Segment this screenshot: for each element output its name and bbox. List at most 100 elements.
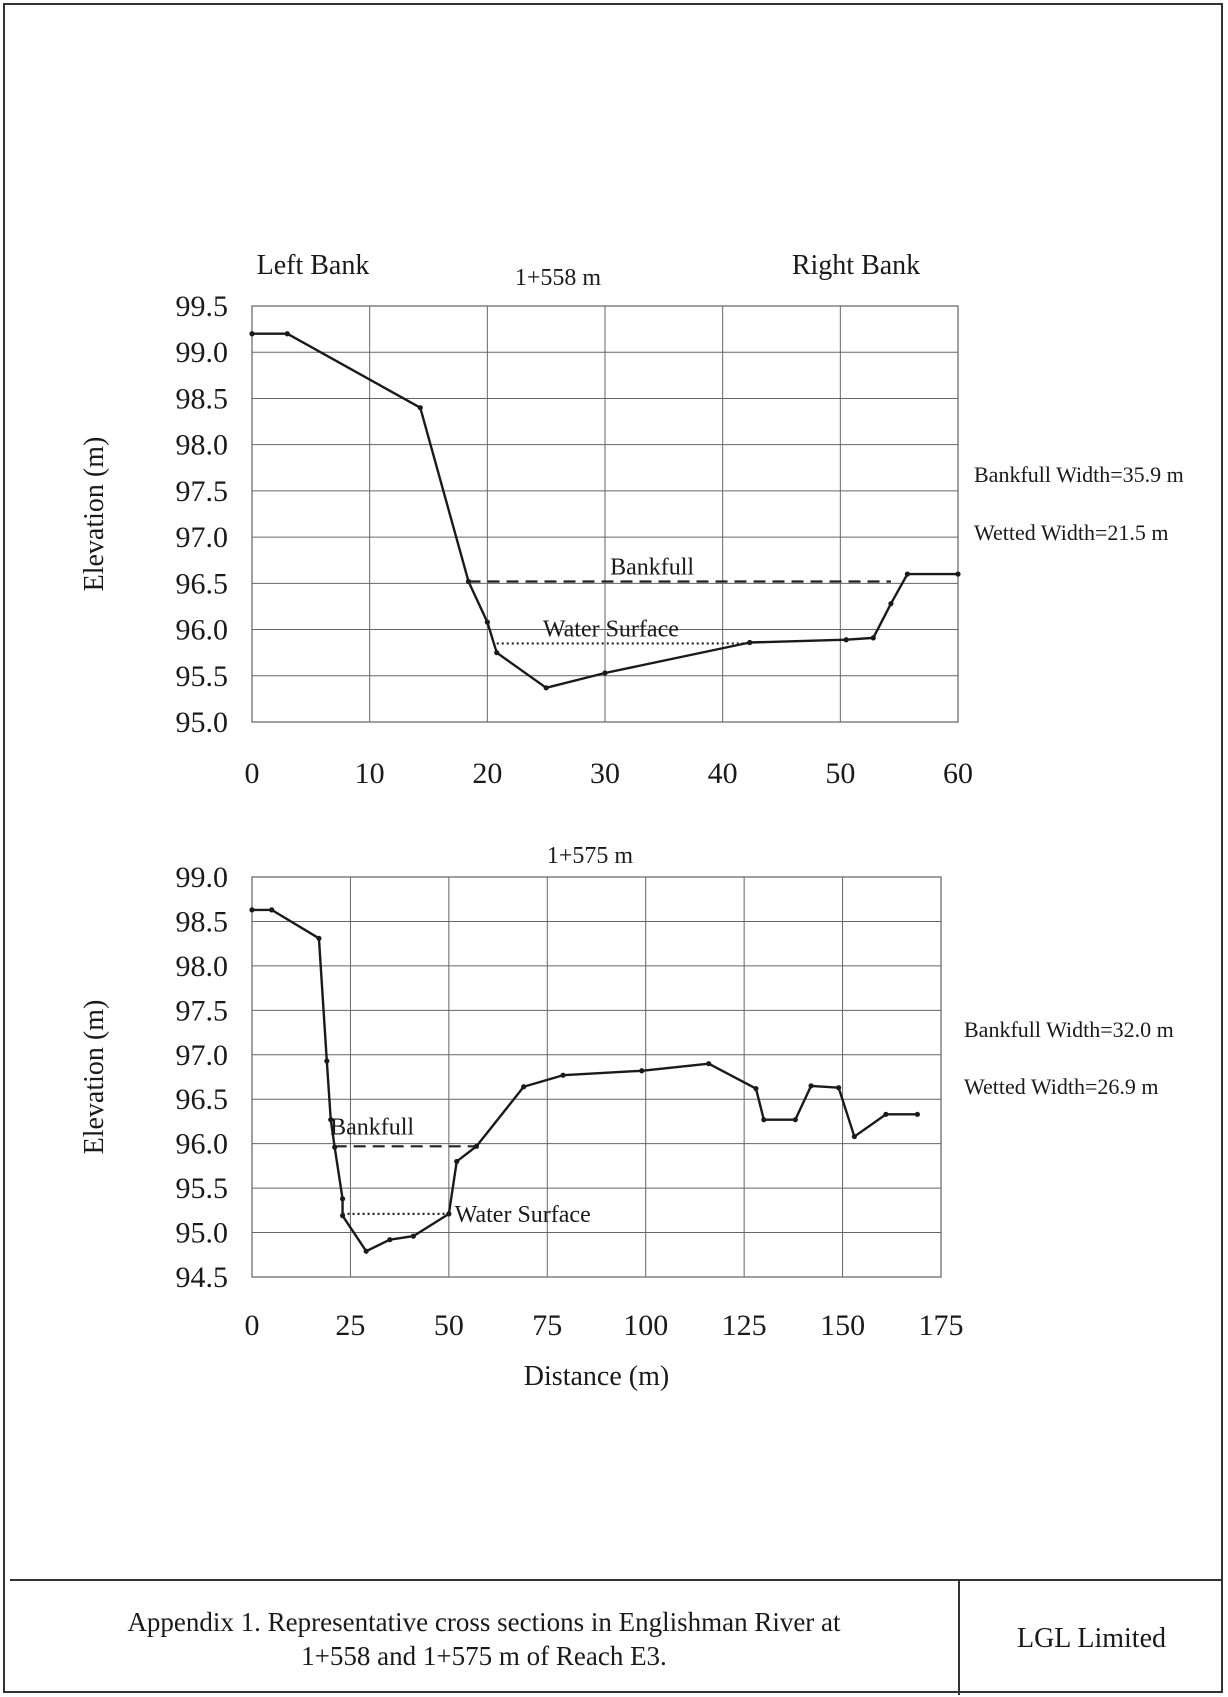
chart2-x-tick-label: 100 — [623, 1309, 668, 1342]
chart1-profile-point — [955, 571, 961, 577]
chart2-profile-point — [269, 907, 275, 913]
chart1-y-tick-label: 97.0 — [176, 521, 229, 554]
chart2-annotation-wetted-width: Wetted Width=26.9 m — [964, 1074, 1159, 1099]
chart1-y-tick-label: 99.5 — [176, 290, 229, 323]
chart2-bankfull-label: Bankfull — [330, 1114, 414, 1140]
chart2-y-tick-label: 99.0 — [176, 861, 229, 894]
chart2-profile-point — [851, 1133, 857, 1140]
chart1-annotation-bankfull-width: Bankfull Width=35.9 m — [974, 462, 1184, 487]
chart1-profile-point — [417, 405, 423, 411]
chart1-x-tick-label: 30 — [590, 757, 620, 790]
chart1-y-tick-label: 95.5 — [176, 660, 229, 693]
chart1-y-tick-label: 96.5 — [176, 567, 229, 600]
chart2-profile-point — [560, 1072, 566, 1078]
company-name: LGL Limited — [1016, 1623, 1167, 1654]
chart1-y-tick-label: 96.0 — [176, 614, 229, 647]
chart1-profile-point — [249, 331, 255, 337]
chart1-profile-point — [888, 601, 894, 607]
chart2-profile-point — [808, 1083, 814, 1089]
chart2-profile-point — [339, 1213, 346, 1219]
chart1-y-tick-label: 98.5 — [176, 382, 229, 415]
chart2-profile-point — [446, 1211, 452, 1217]
chart2-x-tick-label: 50 — [434, 1309, 464, 1342]
chart2-x-tick-label: 75 — [532, 1309, 562, 1342]
chart2-y-tick-label: 98.0 — [176, 950, 229, 983]
chart2-title: 1+575 m — [547, 843, 634, 869]
chart1-x-tick-label: 20 — [472, 757, 502, 790]
chart1-left-bank-label: Left Bank — [257, 250, 370, 281]
chart2-x-tick-label: 125 — [722, 1309, 767, 1342]
chart2-profile-point — [914, 1111, 920, 1117]
chart2-profile-point — [883, 1111, 889, 1117]
chart2-profile-point — [753, 1085, 759, 1092]
chart2-plot-frame — [251, 876, 942, 1278]
chart1-right-bank-label: Right Bank — [792, 250, 920, 281]
page-border — [3, 3, 1223, 1693]
chart1-profile-point — [843, 637, 849, 643]
chart2-profile-point — [454, 1158, 460, 1165]
chart2-profile-point — [328, 1117, 334, 1123]
chart1-y-tick-label: 97.5 — [176, 475, 229, 508]
chart2-profile-point — [410, 1233, 417, 1239]
chart1-profile-point — [494, 650, 500, 656]
chart2-y-axis-label: Elevation (m) — [79, 1000, 110, 1155]
chart2-y-tick-label: 97.0 — [176, 1039, 229, 1072]
chart2-x-tick-label: 150 — [820, 1309, 865, 1342]
chart1-bankfull-label: Bankfull — [610, 554, 694, 580]
chart1-x-tick-label: 60 — [943, 757, 973, 790]
chart1-profile-point — [904, 571, 911, 577]
chart2-profile-point — [339, 1196, 346, 1202]
chart1-profile-point — [484, 619, 490, 625]
caption-box: Appendix 1. Representative cross section… — [10, 1579, 960, 1695]
chart1-y-tick-label: 95.0 — [176, 706, 229, 739]
company-box: LGL Limited — [960, 1579, 1223, 1695]
caption-line-2: 1+558 and 1+575 m of Reach E3. — [301, 1641, 667, 1671]
chart2-y-tick-label: 94.5 — [176, 1261, 229, 1294]
chart2-profile-point — [706, 1061, 712, 1067]
chart2-profile-point — [332, 1144, 338, 1150]
chart2-water-surface-label: Water Surface — [455, 1202, 591, 1228]
chart1-y-tick-label: 98.0 — [176, 429, 229, 462]
chart2-profile-point — [473, 1143, 480, 1149]
chart2-x-tick-label: 25 — [335, 1309, 365, 1342]
chart2-y-tick-label: 96.0 — [176, 1128, 229, 1161]
chart2-y-tick-label: 95.5 — [176, 1172, 229, 1205]
chart1-profile-point — [284, 331, 290, 337]
chart2-profile-point — [316, 935, 322, 941]
chart1-x-tick-label: 40 — [708, 757, 738, 790]
chart2-profile-point — [324, 1058, 330, 1064]
chart1-y-tick-label: 99.0 — [176, 336, 229, 369]
chart2-annotation-bankfull-width: Bankfull Width=32.0 m — [964, 1017, 1174, 1042]
chart2-x-axis-label: Distance (m) — [524, 1361, 669, 1392]
chart2-profile-point — [363, 1248, 369, 1254]
chart1-water-surface-label: Water Surface — [543, 616, 679, 642]
chart1-profile-point — [870, 635, 876, 641]
chart1-x-tick-label: 0 — [245, 757, 260, 790]
chart1-profile-point — [747, 639, 753, 646]
chart2-y-tick-label: 98.5 — [176, 905, 229, 938]
chart1-profile-point — [465, 578, 472, 585]
chart2-y-tick-label: 96.5 — [176, 1083, 229, 1116]
chart2-profile-point — [249, 907, 255, 913]
chart1-profile-point — [543, 685, 549, 691]
chart2-profile-point — [761, 1117, 767, 1123]
chart1-annotation-wetted-width: Wetted Width=21.5 m — [974, 520, 1169, 545]
chart2-y-tick-label: 95.0 — [176, 1217, 229, 1250]
chart2-x-tick-label: 175 — [919, 1309, 964, 1342]
chart2-profile-point — [836, 1085, 842, 1091]
chart2-profile-point — [639, 1068, 645, 1074]
chart2-profile-point — [792, 1117, 798, 1123]
chart1-profile-point — [602, 670, 608, 676]
chart1-title: 1+558 m — [515, 265, 602, 291]
chart1-x-tick-label: 10 — [355, 757, 385, 790]
chart2-y-tick-label: 97.5 — [176, 994, 229, 1027]
chart1-y-axis-label: Elevation (m) — [79, 437, 110, 592]
chart2-profile-point — [521, 1084, 527, 1090]
caption-line-1: Appendix 1. Representative cross section… — [127, 1607, 841, 1637]
chart2-profile-line — [252, 908, 918, 1253]
chart1-profile-line — [252, 332, 958, 689]
chart2-profile-point — [387, 1237, 393, 1243]
chart2-x-tick-label: 0 — [245, 1309, 260, 1342]
chart1-x-tick-label: 50 — [825, 757, 855, 790]
